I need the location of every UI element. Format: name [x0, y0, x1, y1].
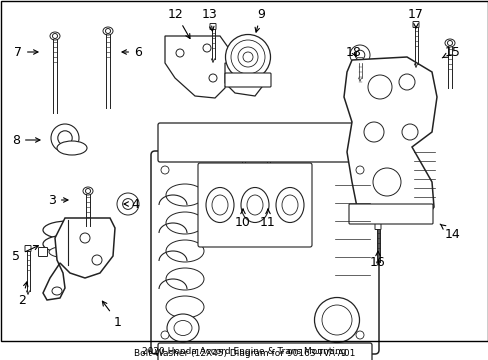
Ellipse shape — [43, 221, 93, 239]
Text: 18: 18 — [346, 45, 361, 58]
Ellipse shape — [165, 296, 203, 318]
Text: 2: 2 — [18, 282, 28, 306]
Ellipse shape — [349, 45, 369, 65]
Ellipse shape — [355, 331, 363, 339]
Ellipse shape — [50, 32, 60, 40]
Polygon shape — [164, 36, 229, 98]
Ellipse shape — [282, 195, 297, 215]
FancyBboxPatch shape — [224, 73, 270, 87]
FancyBboxPatch shape — [348, 204, 432, 224]
FancyBboxPatch shape — [209, 23, 216, 30]
FancyBboxPatch shape — [198, 163, 311, 247]
Ellipse shape — [58, 131, 72, 145]
FancyBboxPatch shape — [25, 246, 31, 252]
Ellipse shape — [176, 49, 183, 57]
Ellipse shape — [117, 193, 139, 215]
Ellipse shape — [80, 233, 90, 243]
Ellipse shape — [49, 246, 87, 258]
Ellipse shape — [225, 35, 270, 80]
Text: 14: 14 — [439, 224, 460, 240]
Ellipse shape — [167, 314, 199, 342]
Ellipse shape — [240, 75, 249, 85]
Text: 11: 11 — [260, 209, 275, 229]
Ellipse shape — [275, 188, 304, 222]
Ellipse shape — [314, 297, 359, 342]
Text: 3: 3 — [48, 194, 68, 207]
Ellipse shape — [165, 240, 203, 262]
Text: 2020 Honda Accord Engine & Trans Mounting: 2020 Honda Accord Engine & Trans Mountin… — [142, 347, 346, 356]
FancyBboxPatch shape — [151, 151, 378, 354]
Ellipse shape — [103, 27, 113, 35]
Ellipse shape — [174, 320, 192, 336]
Ellipse shape — [208, 74, 217, 82]
Ellipse shape — [165, 212, 203, 234]
Text: Bolt-Washer (12X45) Diagram for 90163-TVA-A01: Bolt-Washer (12X45) Diagram for 90163-TV… — [134, 349, 354, 358]
Ellipse shape — [105, 28, 110, 33]
Ellipse shape — [161, 331, 169, 339]
Ellipse shape — [355, 166, 363, 174]
Text: 16: 16 — [369, 251, 385, 269]
Text: 5: 5 — [12, 246, 38, 262]
Ellipse shape — [243, 52, 252, 62]
Ellipse shape — [241, 188, 268, 222]
Ellipse shape — [52, 33, 58, 39]
Ellipse shape — [205, 188, 234, 222]
Ellipse shape — [363, 122, 383, 142]
Polygon shape — [343, 57, 436, 217]
Text: 12: 12 — [168, 8, 190, 39]
Ellipse shape — [246, 195, 263, 215]
Text: 6: 6 — [122, 45, 142, 58]
Ellipse shape — [51, 124, 79, 152]
Text: 17: 17 — [407, 8, 423, 28]
Ellipse shape — [85, 189, 90, 194]
Ellipse shape — [230, 40, 264, 74]
Ellipse shape — [401, 124, 417, 140]
Ellipse shape — [161, 166, 169, 174]
Text: 1: 1 — [102, 301, 122, 328]
Ellipse shape — [122, 199, 133, 210]
FancyBboxPatch shape — [158, 123, 371, 162]
Text: 10: 10 — [235, 209, 250, 229]
Ellipse shape — [165, 268, 203, 290]
FancyBboxPatch shape — [374, 224, 380, 230]
Ellipse shape — [367, 75, 391, 99]
Ellipse shape — [165, 184, 203, 206]
Text: 15: 15 — [441, 45, 460, 58]
Ellipse shape — [444, 39, 454, 47]
Ellipse shape — [354, 50, 364, 60]
FancyBboxPatch shape — [88, 248, 97, 256]
Text: 13: 13 — [202, 8, 218, 31]
Ellipse shape — [212, 195, 227, 215]
Polygon shape — [43, 218, 115, 300]
Ellipse shape — [447, 40, 451, 45]
FancyBboxPatch shape — [264, 139, 270, 145]
Text: 7: 7 — [14, 45, 38, 58]
Ellipse shape — [398, 74, 414, 90]
Text: 9: 9 — [255, 8, 264, 32]
Ellipse shape — [83, 187, 93, 195]
Text: 8: 8 — [12, 134, 40, 147]
Ellipse shape — [92, 255, 102, 265]
Ellipse shape — [372, 168, 400, 196]
Text: 4: 4 — [124, 198, 139, 211]
Ellipse shape — [321, 305, 351, 335]
Ellipse shape — [52, 287, 62, 295]
Polygon shape — [224, 63, 264, 96]
FancyBboxPatch shape — [158, 343, 371, 360]
Ellipse shape — [203, 44, 210, 52]
FancyBboxPatch shape — [356, 58, 362, 63]
FancyBboxPatch shape — [39, 248, 47, 256]
Ellipse shape — [238, 47, 258, 67]
Ellipse shape — [43, 235, 93, 253]
FancyBboxPatch shape — [412, 22, 418, 27]
FancyBboxPatch shape — [240, 139, 245, 145]
Ellipse shape — [57, 141, 87, 155]
